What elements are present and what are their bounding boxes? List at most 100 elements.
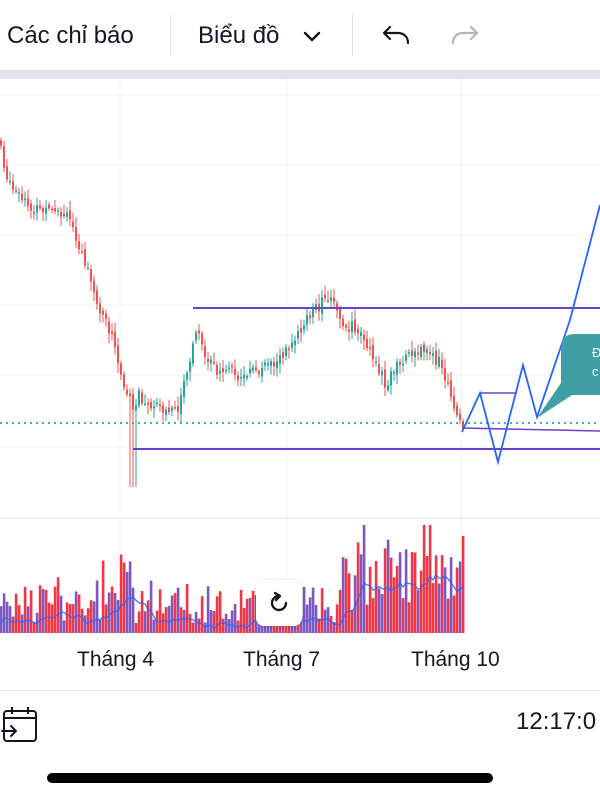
- volume-bar: [407, 602, 411, 633]
- candle-body: [345, 325, 347, 328]
- candle-body: [327, 300, 329, 303]
- candle-body: [309, 315, 311, 318]
- candle-body: [432, 353, 434, 356]
- candle-body: [27, 198, 29, 206]
- volume-bar: [92, 601, 96, 633]
- candle-body: [384, 369, 386, 388]
- volume-bar: [401, 598, 405, 633]
- volume-bar: [116, 599, 120, 633]
- volume-bar: [458, 561, 462, 633]
- price-chart[interactable]: Đc: [0, 79, 600, 639]
- candle-body: [192, 343, 194, 364]
- candle-body: [120, 363, 122, 375]
- volume-bar: [0, 606, 3, 633]
- candle-body: [15, 190, 17, 192]
- candle-body: [381, 370, 383, 376]
- candle-body: [147, 402, 149, 405]
- volume-bar: [107, 592, 111, 633]
- candle-body: [117, 345, 119, 364]
- volume-bar: [425, 556, 429, 633]
- candle-body: [114, 331, 116, 348]
- candle-body: [225, 369, 227, 372]
- volume-bar: [53, 586, 57, 633]
- volume-bar: [320, 588, 324, 633]
- reset-chart-button[interactable]: [256, 580, 302, 626]
- volume-bar: [302, 586, 306, 633]
- volume-bar: [443, 567, 447, 633]
- volume-bar: [404, 549, 408, 633]
- volume-bar: [11, 616, 15, 633]
- volume-bar: [245, 598, 249, 633]
- candle-body: [90, 269, 92, 282]
- volume-bar: [161, 613, 165, 633]
- candle-body: [66, 212, 68, 217]
- candle-body: [267, 363, 269, 366]
- candle-body: [21, 193, 23, 201]
- volume-bar: [392, 577, 396, 633]
- chart-type-button[interactable]: Biểu đồ: [198, 22, 280, 49]
- volume-bar: [71, 604, 75, 633]
- candle-body: [171, 407, 173, 411]
- candle-body: [408, 352, 410, 354]
- volume-bar: [449, 557, 453, 633]
- candle-body: [444, 368, 446, 381]
- candle-body: [453, 395, 455, 409]
- volume-bar: [182, 609, 186, 633]
- redo-icon[interactable]: [447, 18, 483, 54]
- volume-bar: [461, 535, 465, 633]
- candle-body: [459, 413, 461, 420]
- volume-bar: [65, 602, 69, 633]
- volume-bar: [347, 573, 351, 633]
- chevron-down-icon[interactable]: [298, 22, 326, 50]
- candle-body: [429, 351, 431, 354]
- undo-icon[interactable]: [378, 18, 414, 54]
- volume-bar: [98, 619, 102, 633]
- candle-body: [300, 328, 302, 333]
- candle-body: [390, 371, 392, 386]
- candle-body: [63, 213, 65, 217]
- candle-body: [180, 395, 182, 415]
- volume-bar: [317, 618, 321, 633]
- volume-bar: [419, 570, 423, 633]
- volume-bar: [431, 583, 435, 633]
- candle-body: [240, 376, 242, 379]
- volume-bar: [251, 590, 255, 633]
- candle-body: [342, 318, 344, 327]
- candle-body: [9, 181, 11, 183]
- candle-body: [228, 367, 230, 370]
- candle-body: [402, 363, 404, 366]
- volume-bar: [20, 614, 24, 633]
- candle-body: [3, 146, 5, 168]
- go-to-date-calendar-icon[interactable]: [0, 704, 40, 744]
- candle-body: [348, 329, 350, 333]
- candle-body: [24, 198, 26, 201]
- candle-body: [231, 365, 233, 368]
- candle-body: [12, 181, 14, 190]
- trend-line: [461, 427, 600, 432]
- volume-bar: [110, 586, 114, 633]
- volume-bar: [371, 598, 375, 633]
- candle-body: [420, 346, 422, 358]
- candle-body: [150, 401, 152, 409]
- candle-body: [45, 207, 47, 214]
- candle-body: [183, 380, 185, 397]
- candlestick-series: [0, 137, 464, 487]
- candle-body: [162, 405, 164, 413]
- volume-bar: [74, 591, 78, 633]
- candle-body: [405, 354, 407, 361]
- candle-body: [93, 280, 95, 292]
- volume-bar: [32, 622, 36, 633]
- bottom-toolbar-divider: [0, 690, 600, 691]
- candle-body: [330, 297, 332, 301]
- candle-body: [204, 346, 206, 358]
- candle-body: [462, 421, 464, 428]
- candle-body: [354, 319, 356, 332]
- volume-bar: [374, 560, 378, 633]
- candle-body: [78, 241, 80, 250]
- candle-body: [255, 367, 257, 371]
- indicators-button[interactable]: Các chỉ báo: [7, 22, 134, 49]
- volume-bar: [179, 607, 183, 633]
- candle-body: [132, 394, 134, 410]
- candle-body: [441, 359, 443, 368]
- volume-bar: [41, 588, 45, 633]
